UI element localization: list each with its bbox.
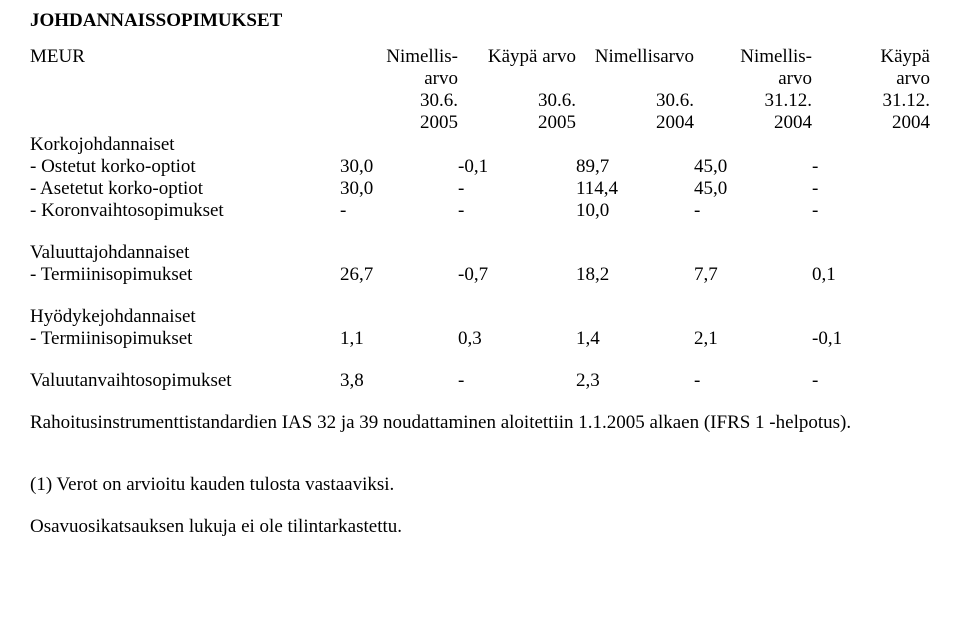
hdr-c4-l1: Nimellis- xyxy=(694,46,812,68)
hdr-c3-l1: Nimellisarvo xyxy=(576,46,694,68)
cell: -0,1 xyxy=(812,328,930,350)
row-label: - Termiinisopimukset xyxy=(30,264,340,286)
section-row: Korkojohdannaiset xyxy=(30,134,930,156)
row-label: - Termiinisopimukset xyxy=(30,328,340,350)
page-title: JOHDANNAISSOPIMUKSET xyxy=(30,10,929,32)
cell: - xyxy=(458,200,576,222)
table-row: - Ostetut korko-optiot 30,0 -0,1 89,7 45… xyxy=(30,156,930,178)
hdr-c4-l2: arvo xyxy=(694,68,812,90)
cell: 10,0 xyxy=(576,200,694,222)
cell: 1,4 xyxy=(576,328,694,350)
hdr-c5-l2: arvo xyxy=(812,68,930,90)
cell: 26,7 xyxy=(340,264,458,286)
cell: 30,0 xyxy=(340,178,458,200)
hdr-c5-l4: 2004 xyxy=(812,112,930,134)
cell: -0,7 xyxy=(458,264,576,286)
cell: - xyxy=(458,178,576,200)
row-label: Valuutanvaihtosopimukset xyxy=(30,370,340,392)
table-row: Valuutanvaihtosopimukset 3,8 - 2,3 - - xyxy=(30,370,930,392)
cell: - xyxy=(812,200,930,222)
hdr-c1-l3: 30.6. xyxy=(340,90,458,112)
section-label: Hyödykejohdannaiset xyxy=(30,306,340,328)
hdr-c5-l1: Käypä xyxy=(812,46,930,68)
hdr-c2-l4: 2005 xyxy=(458,112,576,134)
cell: 114,4 xyxy=(576,178,694,200)
cell: 45,0 xyxy=(694,178,812,200)
hdr-c3-l4: 2004 xyxy=(576,112,694,134)
hdr-c2-l2 xyxy=(458,68,576,90)
section-row: Hyödykejohdannaiset xyxy=(30,306,930,328)
footnote-taxes: (1) Verot on arvioitu kauden tulosta vas… xyxy=(30,474,929,496)
table-row: - Termiinisopimukset 26,7 -0,7 18,2 7,7 … xyxy=(30,264,930,286)
table-row: - Termiinisopimukset 1,1 0,3 1,4 2,1 -0,… xyxy=(30,328,930,350)
hdr-c1-l2: arvo xyxy=(340,68,458,90)
hdr-c4-l3: 31.12. xyxy=(694,90,812,112)
hdr-c1-l4: 2005 xyxy=(340,112,458,134)
cell: 18,2 xyxy=(576,264,694,286)
hdr-c2-l3: 30.6. xyxy=(458,90,576,112)
unit-label: MEUR xyxy=(30,46,340,68)
cell: - xyxy=(694,200,812,222)
header-row-2: arvo arvo arvo xyxy=(30,68,930,90)
section-row: Valuuttajohdannaiset xyxy=(30,242,930,264)
hdr-c2-l1: Käypä arvo xyxy=(458,46,576,68)
row-label: - Koronvaihtosopimukset xyxy=(30,200,340,222)
cell: - xyxy=(694,370,812,392)
cell: 2,1 xyxy=(694,328,812,350)
section-label: Valuuttajohdannaiset xyxy=(30,242,340,264)
derivatives-table: MEUR Nimellis- Käypä arvo Nimellisarvo N… xyxy=(30,46,930,392)
hdr-c1-l1: Nimellis- xyxy=(340,46,458,68)
cell: - xyxy=(812,178,930,200)
hdr-c3-l3: 30.6. xyxy=(576,90,694,112)
cell: 89,7 xyxy=(576,156,694,178)
cell: 2,3 xyxy=(576,370,694,392)
cell: 0,1 xyxy=(812,264,930,286)
table-row: - Koronvaihtosopimukset - - 10,0 - - xyxy=(30,200,930,222)
row-label: - Ostetut korko-optiot xyxy=(30,156,340,178)
cell: -0,1 xyxy=(458,156,576,178)
cell: 30,0 xyxy=(340,156,458,178)
cell: 3,8 xyxy=(340,370,458,392)
cell: - xyxy=(812,370,930,392)
footnote-unaudited: Osavuosikatsauksen lukuja ei ole tilinta… xyxy=(30,516,929,538)
hdr-c3-l2 xyxy=(576,68,694,90)
cell: 7,7 xyxy=(694,264,812,286)
cell: - xyxy=(812,156,930,178)
section-label: Korkojohdannaiset xyxy=(30,134,340,156)
header-row-4: 2005 2005 2004 2004 2004 xyxy=(30,112,930,134)
hdr-c5-l3: 31.12. xyxy=(812,90,930,112)
row-label: - Asetetut korko-optiot xyxy=(30,178,340,200)
cell: 45,0 xyxy=(694,156,812,178)
hdr-c4-l4: 2004 xyxy=(694,112,812,134)
header-row-3: 30.6. 30.6. 30.6. 31.12. 31.12. xyxy=(30,90,930,112)
header-row-1: MEUR Nimellis- Käypä arvo Nimellisarvo N… xyxy=(30,46,930,68)
footnote-ias: Rahoitusinstrumenttistandardien IAS 32 j… xyxy=(30,412,929,434)
table-row: - Asetetut korko-optiot 30,0 - 114,4 45,… xyxy=(30,178,930,200)
cell: - xyxy=(458,370,576,392)
cell: - xyxy=(340,200,458,222)
cell: 1,1 xyxy=(340,328,458,350)
cell: 0,3 xyxy=(458,328,576,350)
